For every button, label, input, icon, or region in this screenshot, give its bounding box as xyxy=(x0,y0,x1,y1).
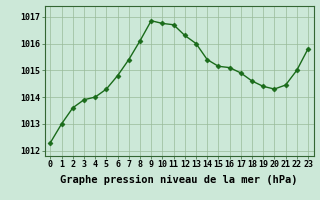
X-axis label: Graphe pression niveau de la mer (hPa): Graphe pression niveau de la mer (hPa) xyxy=(60,175,298,185)
